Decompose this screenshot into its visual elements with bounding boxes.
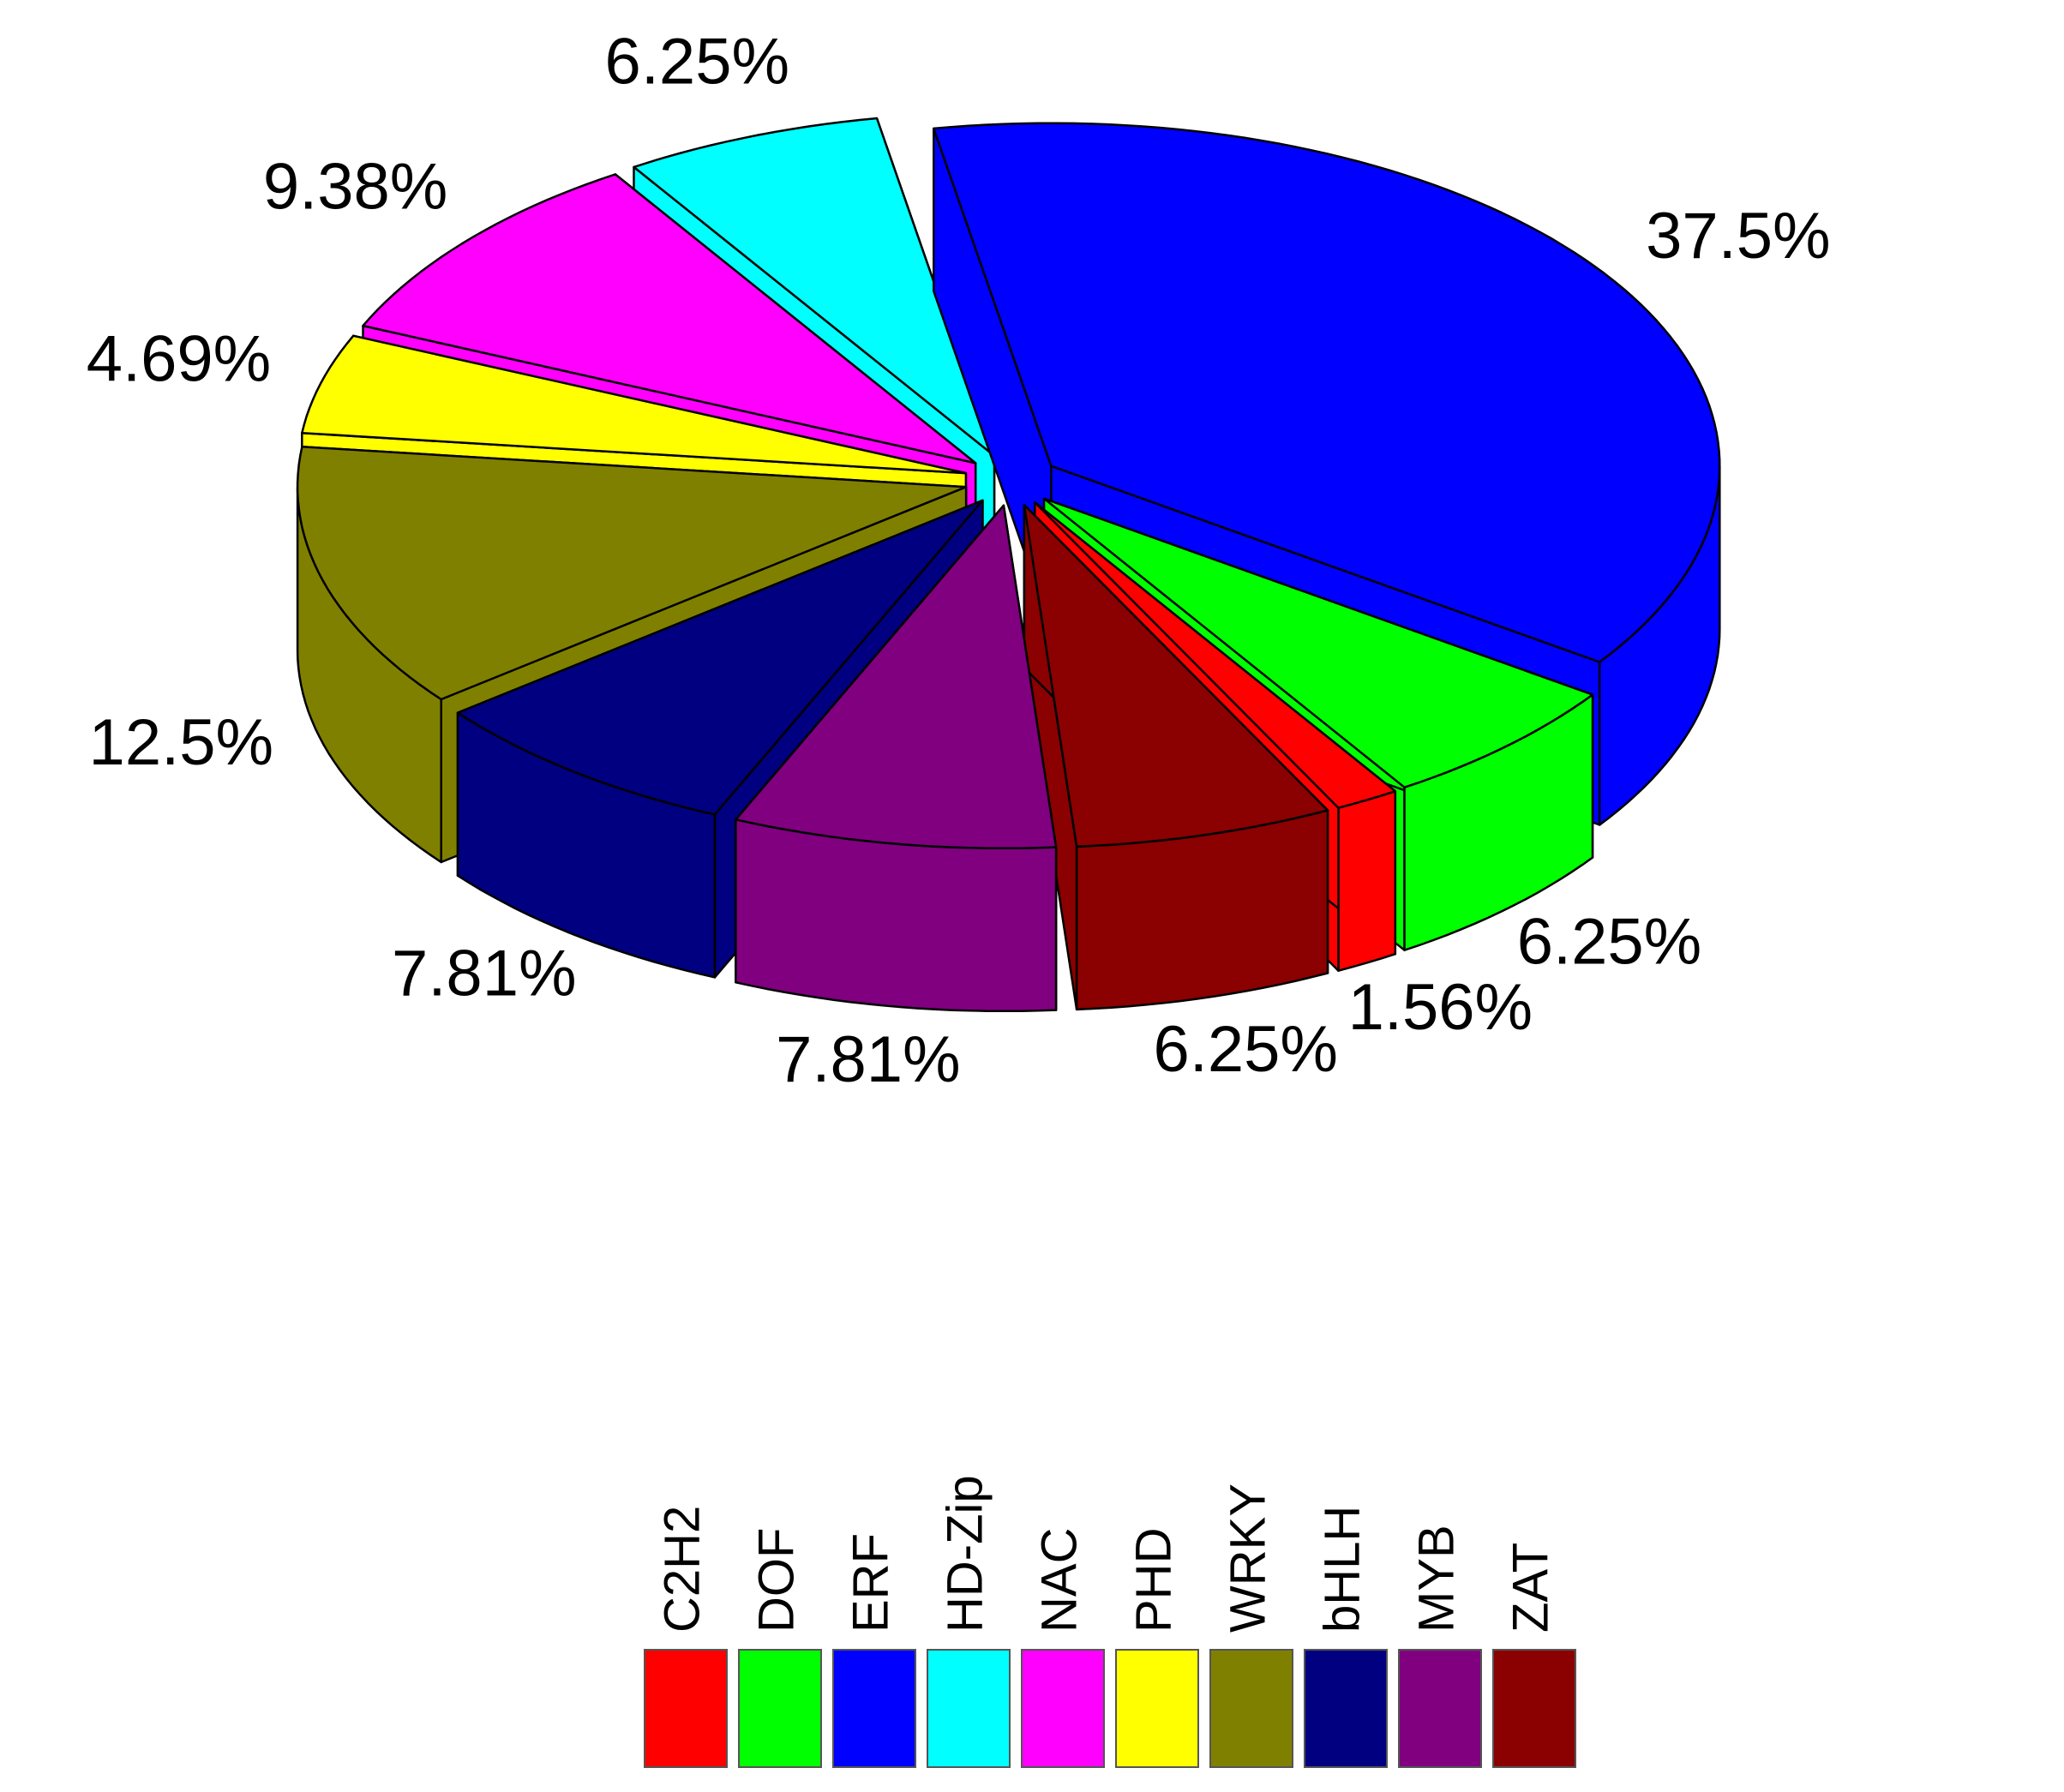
slice-top <box>296 446 968 701</box>
pie-slice <box>735 504 1058 1013</box>
slice-top <box>1042 497 1594 788</box>
data-label: 6.25% <box>1517 906 1702 979</box>
slice-top <box>735 504 1058 850</box>
legend-label: NAC <box>1031 1528 1087 1633</box>
data-label: 9.38% <box>263 150 448 223</box>
legend-swatch <box>1492 1649 1576 1768</box>
legend-label: MYB <box>1408 1525 1464 1633</box>
legend-swatch <box>738 1649 822 1768</box>
pie <box>296 117 1721 1013</box>
legend-label: C2H2 <box>654 1506 710 1633</box>
data-label: 4.69% <box>87 322 272 395</box>
legend-swatch <box>644 1649 728 1768</box>
legend-swatch <box>832 1649 916 1768</box>
legend-swatch <box>1304 1649 1388 1768</box>
data-label: 12.5% <box>89 706 274 779</box>
legend-label: WRKY <box>1220 1483 1275 1633</box>
legend-label: ZAT <box>1503 1543 1558 1633</box>
slice-top <box>1023 503 1329 848</box>
data-label: 7.81% <box>776 1023 961 1096</box>
legend-swatch <box>1398 1649 1482 1768</box>
slice-top <box>362 173 977 464</box>
legend: C2H2 DOF ERF HD-Zip NAC PHD WRKY bHLH MYB ZAT <box>644 1475 1576 1768</box>
legend-label: bHLH <box>1314 1506 1370 1633</box>
legend-swatch <box>1209 1649 1293 1768</box>
slice-outer-wall <box>1337 789 1397 972</box>
data-label: 37.5% <box>1646 200 1831 273</box>
slice-top <box>933 122 1721 663</box>
legend-swatch <box>927 1649 1011 1768</box>
slice-top <box>633 117 996 458</box>
labels: 1.56%6.25%37.5%6.25%9.38%4.69%12.5%7.81%… <box>87 25 1831 1096</box>
legend-label: PHD <box>1125 1528 1181 1633</box>
slice-top <box>301 334 968 475</box>
legend-label: ERF <box>843 1533 898 1633</box>
legend-swatch <box>1021 1649 1105 1768</box>
data-label: 1.56% <box>1348 971 1533 1044</box>
legend-swatch <box>1115 1649 1199 1768</box>
data-label: 7.81% <box>392 937 577 1010</box>
data-label: 6.25% <box>1153 1013 1338 1086</box>
pie-slice <box>1023 503 1329 1011</box>
slice-top <box>456 499 984 816</box>
slice-top <box>1034 500 1397 809</box>
legend-label: DOF <box>748 1528 804 1633</box>
legend-label: HD-Zip <box>937 1475 993 1633</box>
data-label: 6.25% <box>605 25 790 98</box>
